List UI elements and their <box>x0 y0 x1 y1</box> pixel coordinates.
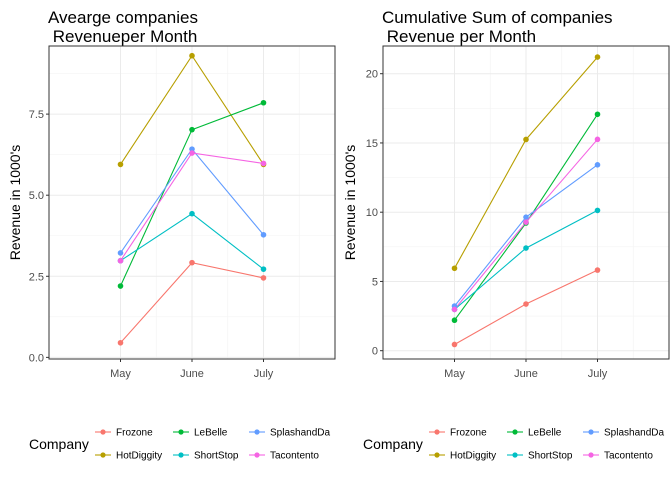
legend-label: SplashandDa <box>604 428 664 439</box>
legend-label: ShortStop <box>194 451 239 462</box>
data-point-lebelle <box>189 126 195 133</box>
y-tick-label: 0.0 <box>29 352 44 364</box>
legend: Company Frozone HotDiggity LeBelle ShortStop… <box>363 428 664 462</box>
legend: Company Frozone HotDiggity LeBelle ShortStop… <box>29 428 330 462</box>
data-point-frozone <box>523 301 529 307</box>
y-tick-label: 5.0 <box>29 190 44 202</box>
legend-title: Company <box>363 436 423 452</box>
y-axis-label: Revenue in 1000's <box>7 145 23 261</box>
data-point-lebelle <box>260 99 267 106</box>
legend-key-point <box>100 429 106 435</box>
data-point-splashandda <box>189 146 195 152</box>
legend-key-point <box>100 452 106 458</box>
y-axis-label: Revenue in 1000's <box>342 145 358 261</box>
data-point-tacontento <box>523 219 529 225</box>
data-point-splashandda <box>523 214 529 220</box>
legend-label: Tacontento <box>604 451 653 462</box>
legend-key-point <box>588 452 594 458</box>
legend-key-point <box>434 429 440 435</box>
data-point-tacontento <box>451 306 458 313</box>
legend-item-hotdiggity: HotDiggity <box>429 451 496 462</box>
data-point-tacontento <box>260 160 267 167</box>
x-tick-label: May <box>444 368 465 380</box>
data-point-frozone <box>451 341 458 348</box>
chart-panel-1: 0.0 2.5 5.0 7.5 May June July Revenue in 1000's… <box>7 8 336 462</box>
data-point-shortstop <box>594 207 601 214</box>
x-tick-label: May <box>110 368 131 380</box>
chart-title-line-1: Avearge companies <box>48 8 198 27</box>
legend-item-splashandda: SplashandDa <box>249 428 330 439</box>
legend-item-shortstop: ShortStop <box>173 451 239 462</box>
legend-label: LeBelle <box>528 428 562 439</box>
data-point-splashandda <box>594 162 601 168</box>
legend-label: Frozone <box>116 428 153 439</box>
chart-title-line-2: Revenue per Month <box>382 27 536 46</box>
data-point-lebelle <box>594 111 601 118</box>
legend-label: SplashandDa <box>270 428 330 439</box>
legend-item-shortstop: ShortStop <box>507 451 573 462</box>
data-point-lebelle <box>451 317 458 324</box>
chart-title-line-2: Revenueper Month <box>48 27 197 46</box>
x-tick-label: July <box>254 368 274 380</box>
data-point-hotdiggity <box>594 54 601 60</box>
legend-label: Frozone <box>450 428 487 439</box>
chart-title-line-1: Cumulative Sum of companies <box>382 8 613 27</box>
data-point-frozone <box>260 275 267 281</box>
data-point-splashandda <box>260 231 267 238</box>
legend-key-point <box>254 452 260 458</box>
legend-key-point <box>512 429 518 435</box>
legend-item-frozone: Frozone <box>429 428 487 439</box>
legend-key-point <box>178 452 184 458</box>
legend-label: LeBelle <box>194 428 228 439</box>
data-point-hotdiggity <box>189 52 195 59</box>
y-tick-label: 2.5 <box>29 271 44 283</box>
data-point-frozone <box>594 267 601 273</box>
data-point-tacontento <box>594 136 601 143</box>
data-point-hotdiggity <box>117 161 124 168</box>
y-tick-label: 20 <box>366 69 378 81</box>
data-point-shortstop <box>523 245 529 251</box>
legend-item-frozone: Frozone <box>95 428 153 439</box>
legend-item-lebelle: LeBelle <box>507 428 562 439</box>
data-point-shortstop <box>260 266 267 272</box>
data-point-frozone <box>189 259 195 266</box>
y-tick-label: 5 <box>372 276 378 288</box>
x-tick-label: June <box>180 368 204 380</box>
data-point-shortstop <box>189 210 195 217</box>
legend-item-tacontento: Tacontento <box>249 451 319 462</box>
legend-item-tacontento: Tacontento <box>583 451 653 462</box>
legend-label: HotDiggity <box>450 451 496 462</box>
data-point-splashandda <box>117 250 124 256</box>
legend-item-lebelle: LeBelle <box>173 428 228 439</box>
chart-panel-2: 0 5 10 15 20 May June July Revenue in 1000's Cumu… <box>342 8 670 462</box>
legend-key-point <box>178 429 184 435</box>
data-point-lebelle <box>117 283 124 289</box>
data-point-hotdiggity <box>523 136 529 143</box>
chart-title: Avearge companies Revenueper Month <box>48 8 198 46</box>
y-tick-label: 10 <box>366 207 378 219</box>
y-tick-label: 0 <box>372 346 378 358</box>
chart-title: Cumulative Sum of companies Revenue per … <box>382 8 613 46</box>
legend-label: HotDiggity <box>116 451 162 462</box>
y-tick-label: 15 <box>366 138 378 150</box>
data-point-frozone <box>117 339 124 346</box>
data-point-tacontento <box>189 150 195 156</box>
legend-label: Tacontento <box>270 451 319 462</box>
y-tick-label: 7.5 <box>29 109 44 121</box>
data-point-hotdiggity <box>451 265 458 272</box>
legend-title: Company <box>29 436 89 452</box>
legend-key-point <box>512 452 518 458</box>
legend-key-point <box>434 452 440 458</box>
data-point-tacontento <box>117 257 124 264</box>
x-tick-label: July <box>588 368 608 380</box>
legend-item-splashandda: SplashandDa <box>583 428 664 439</box>
legend-key-point <box>254 429 260 435</box>
legend-label: ShortStop <box>528 451 573 462</box>
x-tick-label: June <box>514 368 538 380</box>
legend-item-hotdiggity: HotDiggity <box>95 451 162 462</box>
legend-key-point <box>588 429 594 435</box>
